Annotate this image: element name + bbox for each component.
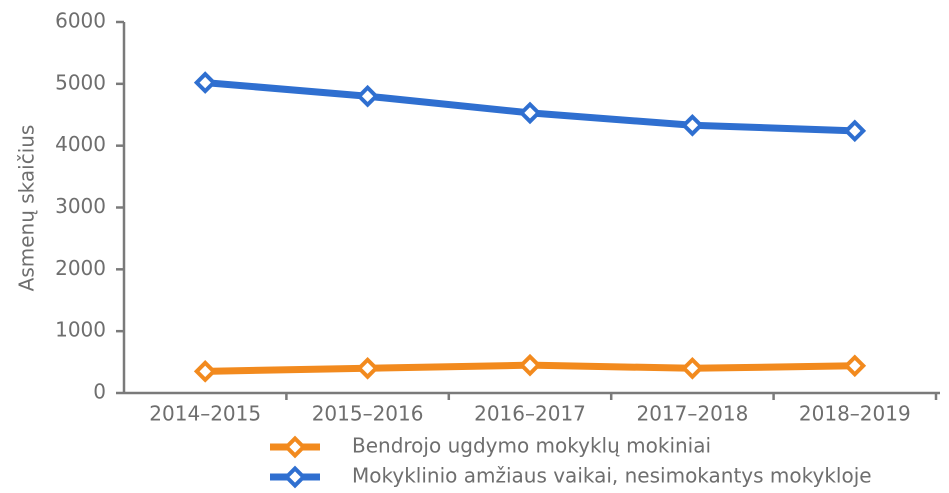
y-tick-label: 2000 — [55, 256, 106, 280]
y-tick-label: 5000 — [55, 70, 106, 94]
marker — [518, 101, 542, 125]
marker — [193, 71, 217, 94]
x-tick-label: 2018–2019 — [799, 402, 911, 426]
legend-label: Bendrojo ugdymo mokyklų mokiniai — [352, 434, 711, 458]
marker — [356, 84, 379, 108]
marker — [681, 356, 704, 380]
x-tick-label: 2014–2015 — [149, 402, 261, 426]
legend-marker — [283, 435, 307, 459]
marker — [356, 356, 379, 380]
x-tick-label: 2015–2016 — [312, 402, 424, 426]
marker — [518, 353, 542, 377]
y-tick-label: 4000 — [55, 132, 106, 156]
legend-marker — [283, 465, 307, 489]
y-axis-label: Asmenų skaičius — [15, 125, 39, 292]
marker — [843, 119, 867, 143]
marker — [193, 360, 217, 383]
x-tick-label: 2017–2018 — [637, 402, 749, 426]
y-tick-label: 3000 — [55, 194, 106, 218]
x-tick-label: 2016–2017 — [474, 402, 586, 426]
legend-label: Mokyklinio amžiaus vaikai, nesimokantys … — [352, 464, 872, 488]
y-tick-label: 1000 — [55, 318, 106, 342]
y-tick-label: 0 — [93, 380, 106, 404]
marker — [843, 354, 867, 378]
marker — [681, 113, 704, 137]
y-tick-label: 6000 — [55, 9, 106, 33]
